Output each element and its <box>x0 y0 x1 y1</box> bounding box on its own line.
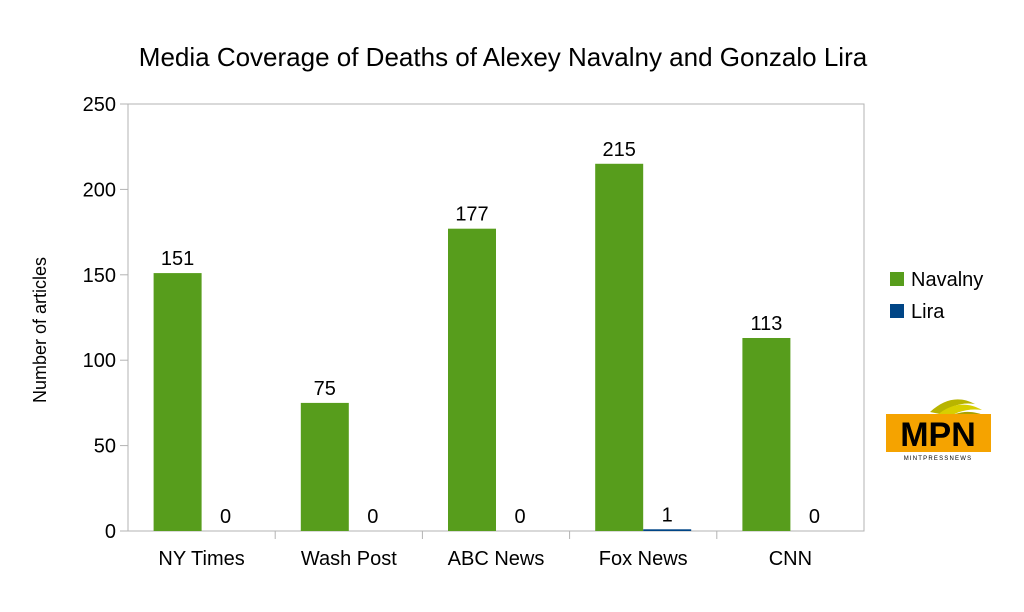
y-axis-label: Number of articles <box>30 257 50 403</box>
bar-lira <box>643 529 692 531</box>
data-label: 0 <box>514 506 525 528</box>
x-tick-label: Fox News <box>599 548 688 570</box>
data-label: 151 <box>161 248 194 270</box>
bar-navalny <box>742 337 791 531</box>
y-tick-label: 150 <box>83 265 116 287</box>
bar-navalny <box>595 163 644 531</box>
x-tick-label: NY Times <box>158 548 244 570</box>
legend: Navalny Lira <box>890 269 983 323</box>
legend-swatch <box>890 304 904 318</box>
y-tick-label: 50 <box>94 436 116 458</box>
bar-navalny <box>448 228 496 531</box>
mpn-logo: MPN MINTPRESSNEWS <box>886 399 991 462</box>
data-label: 177 <box>455 204 488 226</box>
y-tick-label: 200 <box>83 179 116 201</box>
data-label: 113 <box>750 313 782 335</box>
legend-label: Lira <box>911 301 945 323</box>
data-label: 215 <box>603 139 636 161</box>
x-tick-label: CNN <box>769 548 812 570</box>
x-tick-label: ABC News <box>448 548 545 570</box>
logo-mark: MPN <box>900 416 976 454</box>
legend-label: Navalny <box>911 269 983 291</box>
data-label: 1 <box>662 504 673 526</box>
data-label: 0 <box>809 506 820 528</box>
y-tick-label: 0 <box>105 521 116 543</box>
logo-subtext: MINTPRESSNEWS <box>904 456 973 462</box>
data-label: 0 <box>367 506 378 528</box>
bar-navalny <box>153 273 202 531</box>
y-tick-label: 100 <box>83 350 116 372</box>
x-tick-label: Wash Post <box>301 548 397 570</box>
data-label: 75 <box>314 378 336 400</box>
y-tick-label: 250 <box>83 94 116 116</box>
data-label: 0 <box>220 506 231 528</box>
legend-swatch <box>890 272 904 286</box>
chart-title: Media Coverage of Deaths of Alexey Naval… <box>139 42 868 72</box>
bar-navalny <box>300 402 349 531</box>
